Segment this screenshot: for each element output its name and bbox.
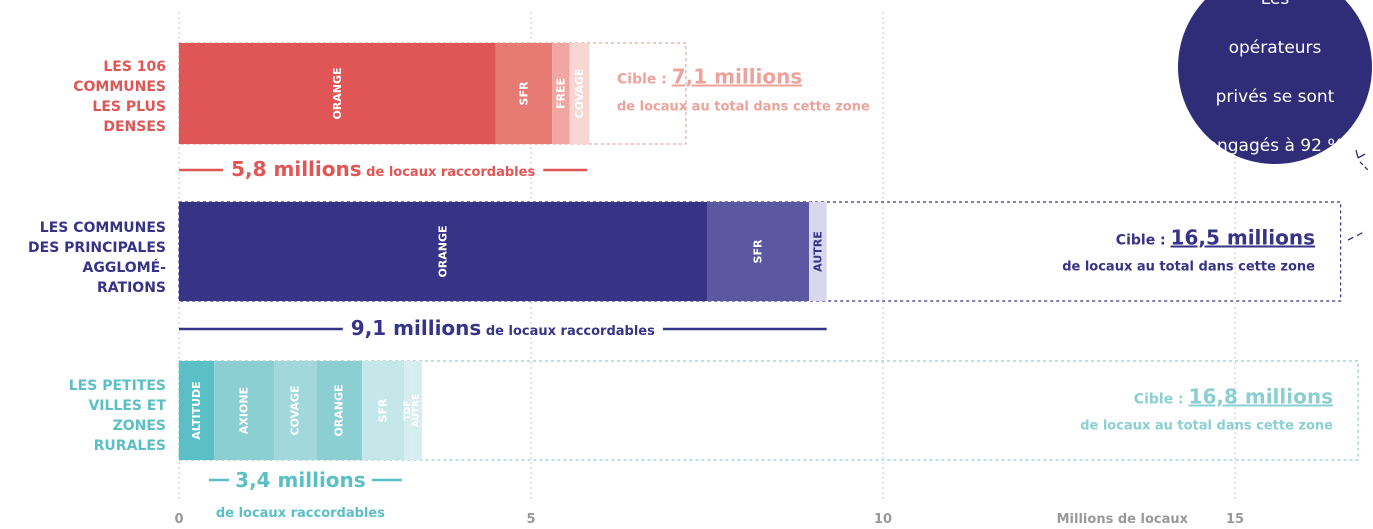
bar-segment [552, 43, 570, 144]
zone-label-line: LES PETITES [69, 378, 166, 394]
target-label: Cible : 16,8 millions [1134, 385, 1333, 409]
target-sub: de locaux au total dans cette zone [1062, 260, 1315, 275]
segment-label: SFR [377, 398, 390, 422]
zone-label-line: DENSES [103, 119, 166, 135]
target-sub: de locaux au total dans cette zone [617, 100, 870, 115]
x-tick-label: 15 [1226, 512, 1244, 527]
zone-label-line: AGGLOMÉ- [83, 259, 167, 276]
arrow-stroke [1347, 230, 1367, 241]
x-axis-title: Millions de locaux [1057, 512, 1189, 527]
target-outline [178, 360, 1359, 461]
bubble-line: opérateurs [1228, 37, 1322, 58]
bar-segment [362, 361, 405, 460]
zone-label-line: LES PLUS [92, 99, 166, 115]
x-tick-label: 5 [526, 512, 535, 527]
raccordables-label: 5,8 millions de locaux raccordables [231, 157, 535, 181]
target-label: Cible : 16,5 millions [1116, 226, 1315, 250]
zone-label-line: DES PRINCIPALES [28, 240, 166, 256]
segment-label: SFR [517, 81, 530, 105]
segment-label: ORANGE [333, 384, 346, 436]
bar-segment [179, 202, 707, 301]
bar-segment [809, 202, 827, 301]
segment-label: TDF [403, 401, 413, 421]
segment-label: AUTRE [412, 394, 422, 427]
arrow-head-icon [1355, 149, 1366, 159]
target-label: Cible : 7,1 millions [617, 65, 802, 89]
bar-segment [404, 361, 412, 460]
raccordables-label: 9,1 millions de locaux raccordables [351, 316, 655, 340]
x-tick-label: 0 [174, 512, 183, 527]
zone-label-line: ZONES [113, 418, 166, 434]
zone-label-line: RATIONS [97, 280, 166, 296]
commitment-bubble: Les opérateurs privés se sont engagés à … [1178, 0, 1372, 204]
segment-label: ORANGE [437, 225, 450, 277]
zone-label-line: LES 106 [103, 59, 166, 75]
bubble-line: privés se sont [1215, 86, 1335, 107]
target-sub: de locaux au total dans cette zone [1080, 419, 1333, 434]
bar-segment [495, 43, 553, 144]
bar-segment [569, 43, 590, 144]
segment-label: AXIONE [238, 387, 251, 434]
bubble-line: Les [1200, 0, 1350, 9]
zone-label-line: RURALES [94, 438, 166, 454]
segment-label: ORANGE [331, 67, 344, 119]
segment-label: SFR [752, 239, 765, 263]
bar-segment [274, 361, 317, 460]
segment-label: ALTITUDE [190, 381, 203, 439]
raccordables-sub: de locaux raccordables [216, 506, 385, 521]
segment-label: FREE [554, 78, 567, 109]
raccordables-label: 3,4 millions [235, 468, 366, 492]
segment-label: COVAGE [573, 69, 586, 119]
zone-label-line: COMMUNES [73, 79, 166, 95]
bar-segment [214, 361, 275, 460]
bar-segment [179, 361, 215, 460]
segment-label: COVAGE [289, 386, 302, 436]
bar-segment [707, 202, 810, 301]
bar-segment [411, 361, 422, 460]
zone-label-line: VILLES ET [88, 398, 166, 414]
bar-segment [316, 361, 363, 460]
bubble-line: en 2020 [1240, 184, 1310, 205]
bar-segment [179, 43, 496, 144]
segment-label: AUTRE [811, 231, 824, 272]
x-tick-label: 10 [874, 512, 892, 527]
bubble-line: engagés à 92 % [1206, 135, 1344, 156]
zone-label-line: LES COMMUNES [40, 220, 166, 236]
arrow-stroke [1359, 161, 1369, 171]
